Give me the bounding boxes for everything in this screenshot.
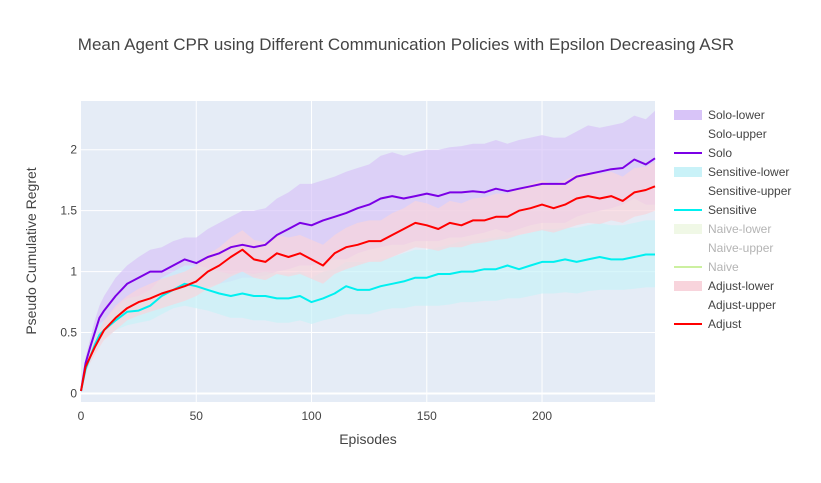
legend-item: Naive xyxy=(674,260,739,274)
x-tick-label: 100 xyxy=(302,409,322,423)
sensitive-line xyxy=(80,253,655,392)
legend-label: Sensitive-upper xyxy=(708,184,791,198)
legend: Solo-lower Solo-upper Solo Sensitive-lower S… xyxy=(674,108,791,331)
y-tick-label: 0.5 xyxy=(60,326,77,340)
adjust-band xyxy=(81,161,655,391)
legend-label: Naive-upper xyxy=(708,241,773,255)
legend-item: Naive-lower xyxy=(674,222,771,236)
legend-label: Adjust-lower xyxy=(708,279,774,293)
confidence-bands xyxy=(81,110,655,391)
legend-item: Solo xyxy=(674,146,732,160)
legend-item: Adjust-upper xyxy=(708,298,776,312)
y-tick-label: 2 xyxy=(70,143,77,157)
legend-label: Naive-lower xyxy=(708,222,771,236)
legend-swatch xyxy=(674,167,702,177)
legend-item: Naive-upper xyxy=(708,241,773,255)
legend-item: Sensitive-upper xyxy=(708,184,791,198)
y-tick-label: 1.5 xyxy=(60,204,77,218)
y-tick-label: 1 xyxy=(70,265,77,279)
legend-item: Solo-upper xyxy=(708,127,767,141)
x-tick-label: 50 xyxy=(190,409,204,423)
legend-label: Solo-lower xyxy=(708,108,765,122)
legend-label: Solo-upper xyxy=(708,127,767,141)
solo-band xyxy=(81,110,655,391)
y-tick-label: 0 xyxy=(70,386,77,400)
legend-item: Sensitive xyxy=(674,203,757,217)
axis-ticks: 0 50 100 150 200 0 0.5 1 1.5 2 xyxy=(60,143,552,423)
x-axis-title: Episodes xyxy=(339,431,397,447)
legend-label: Sensitive xyxy=(708,203,757,217)
x-tick-label: 150 xyxy=(417,409,437,423)
legend-item: Solo-lower xyxy=(674,108,765,122)
legend-swatch xyxy=(674,110,702,120)
legend-label: Solo xyxy=(708,146,732,160)
solo-line xyxy=(80,157,656,392)
y-axis-title: Pseudo Cumulative Regret xyxy=(23,167,39,334)
series-lines xyxy=(80,157,656,392)
legend-label: Adjust-upper xyxy=(708,298,776,312)
legend-swatch xyxy=(674,281,702,291)
x-tick-label: 0 xyxy=(78,409,85,423)
sensitive-band xyxy=(81,220,655,391)
legend-label: Naive xyxy=(708,260,739,274)
legend-label: Sensitive-lower xyxy=(708,165,789,179)
adjust-line xyxy=(80,185,656,392)
legend-item: Adjust xyxy=(674,317,742,331)
legend-swatch xyxy=(674,224,702,234)
legend-item: Adjust-lower xyxy=(674,279,774,293)
x-tick-label: 200 xyxy=(532,409,552,423)
chart-title: Mean Agent CPR using Different Communica… xyxy=(78,35,734,54)
legend-label: Adjust xyxy=(708,317,742,331)
legend-item: Sensitive-lower xyxy=(674,165,789,179)
